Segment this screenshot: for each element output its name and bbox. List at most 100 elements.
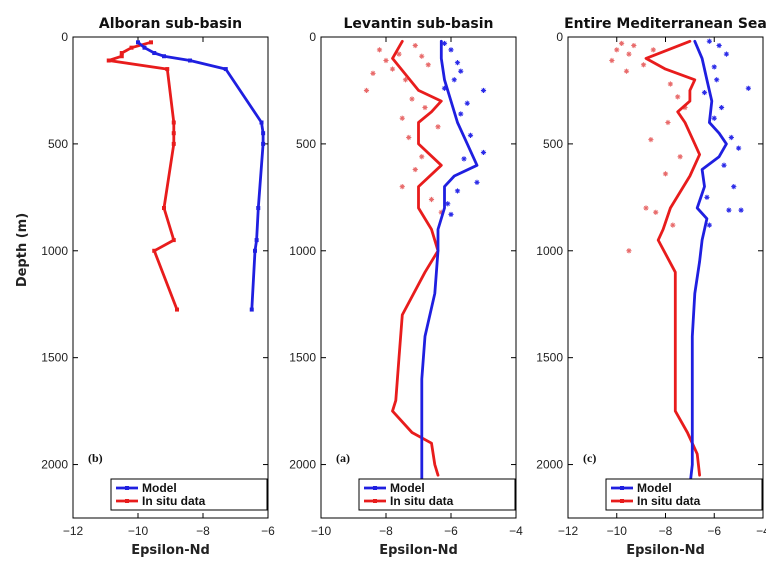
y-tick-label: 0 [309,30,316,44]
y-tick-label: 1000 [41,244,68,258]
scatter-point [667,81,673,87]
scatter-point [448,211,454,218]
scatter-point [438,209,444,215]
scatter-point [419,53,425,59]
x-tick-label: −12 [63,524,84,538]
scatter-point [376,47,383,53]
scatter-point [370,70,376,76]
x-tick-label: −6 [444,524,458,538]
scatter-point [653,209,659,215]
scatter-point [419,154,425,160]
scatter-point [631,42,637,49]
x-tick-label: −8 [196,524,210,538]
y-tick-label: 500 [543,137,563,151]
legend-label: In situ data [637,494,701,508]
scatter-point [422,104,428,111]
legend-box [110,478,268,511]
scatter-point [480,149,487,156]
scatter-point [670,222,676,228]
y-tick-label: 1500 [41,351,68,365]
panel-title: Alboran sub-basin [99,16,242,32]
x-axis-label: Epsilon-Nd [379,543,458,558]
scatter-point [714,77,720,83]
scatter-point [409,96,415,102]
scatter-point [711,115,717,121]
x-tick-label: −6 [261,524,275,538]
series-marker [152,51,157,56]
panel-label: (a) [336,451,350,465]
legend-label: Model [142,481,177,495]
scatter-point [716,42,722,49]
legend-box [358,478,516,511]
scatter-point [675,94,681,100]
scatter-point [643,205,649,211]
scatter-point [626,51,632,57]
scatter-point [461,156,467,162]
scatter-point [402,77,409,83]
series-marker [162,54,166,59]
legend-box [605,478,763,511]
y-tick-label: 2000 [289,458,316,472]
plot-frame [567,36,764,519]
scatter-point [425,62,431,68]
scatter-point [731,184,737,190]
y-axis-label: Depth (m) [15,213,30,287]
legend-label: Model [637,481,672,495]
series-marker [171,141,176,146]
scatter-point [383,57,389,64]
series-marker [188,58,192,63]
x-tick-label: −4 [509,524,523,538]
legend-marker [125,499,129,503]
scatter-point [454,60,461,66]
scatter-point [623,68,630,74]
x-tick-label: −12 [558,524,579,538]
legend-marker [373,499,377,503]
scatter-point [441,40,448,47]
series-marker [165,67,170,72]
scatter-point [662,171,669,177]
scatter-point [480,87,487,94]
scatter-point [474,179,480,185]
series-line-model [688,39,728,488]
x-axis-label: Epsilon-Nd [626,543,705,558]
panel-title: Levantin sub-basin [344,16,494,32]
scatter-point [728,134,734,141]
scatter-point [614,47,620,53]
series-marker [171,238,176,243]
scatter-point [467,132,474,138]
x-tick-label: −6 [707,524,721,538]
y-tick-label: 1500 [289,351,316,365]
y-tick-label: 1000 [289,244,316,258]
y-tick-label: 500 [296,137,316,151]
series-line-in-situ [644,39,701,477]
scatter-point [682,104,688,111]
series-marker [149,40,153,45]
scatter-point [428,196,435,203]
series-marker [261,141,266,146]
scatter-point [745,85,751,91]
x-axis-label: Epsilon-Nd [131,543,210,558]
scatter-point [665,119,671,126]
scatter-point [412,166,418,173]
plot-frame [72,36,269,519]
scatter-point [706,38,712,44]
x-tick-label: −10 [128,524,149,538]
scatter-point [458,68,464,74]
series-line-model [420,39,479,488]
panel-title: Entire Mediterranean Sea [564,16,766,32]
panel-2: Levantin sub-basin −10 −8 −6 −4 0 500 1000 1500 2… [289,16,523,558]
scatter-point [626,248,632,254]
panel-3: Entire Mediterranean Sea −12 −10 −8 −6 −4 0 500… [536,16,766,558]
x-tick-label: −10 [607,524,628,538]
series-marker [129,45,134,50]
scatter-point [399,184,405,190]
scatter-point [723,51,730,57]
series-marker [142,45,147,50]
panel-1: Alboran sub-basin −12 −10 −8 −6 0 500 1000 1500 2… [41,16,275,558]
plot-frame [320,36,517,519]
scatter-point [458,111,464,117]
scatter-point [648,137,654,143]
